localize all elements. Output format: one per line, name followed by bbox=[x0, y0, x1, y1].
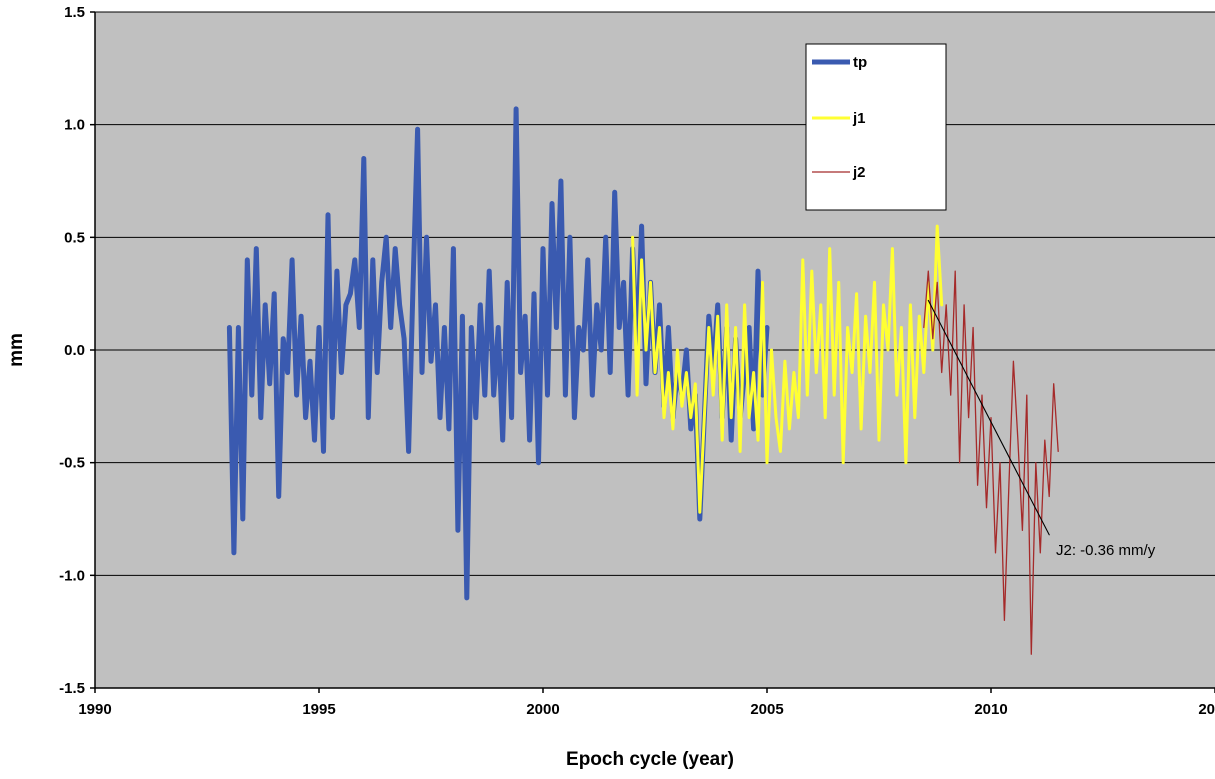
series-line-trend bbox=[927, 299, 1050, 536]
y-tick-label: -0.5 bbox=[59, 455, 85, 472]
series-layer bbox=[226, 106, 1059, 655]
y-axis-title: mm bbox=[6, 333, 27, 367]
legend-label-j2: j2 bbox=[852, 164, 866, 181]
x-tick-label: 1995 bbox=[302, 701, 335, 718]
trend-annotation: J2: -0.36 mm/y bbox=[1056, 542, 1156, 559]
y-tick-label: 0.0 bbox=[64, 342, 85, 359]
tick-labels: -1.5 -1.0 -0.5 0.0 0.5 1.0 1.5 1990 1995 2000 2005… bbox=[59, 4, 1215, 718]
x-tick-label: 2010 bbox=[974, 701, 1007, 718]
y-tick-label: 0.5 bbox=[64, 229, 85, 246]
legend-label-j1: j1 bbox=[852, 110, 866, 127]
legend: tp j1 j2 bbox=[805, 43, 947, 211]
series-line-j2 bbox=[923, 270, 1059, 655]
legend-label-tp: tp bbox=[853, 54, 867, 71]
y-tick-label: 1.5 bbox=[64, 4, 85, 21]
x-tick-label: 2000 bbox=[526, 701, 559, 718]
y-tick-label: -1.5 bbox=[59, 680, 85, 697]
y-tick-label: -1.0 bbox=[59, 567, 85, 584]
legend-box bbox=[805, 43, 947, 211]
x-axis-title: Epoch cycle (year) bbox=[566, 749, 734, 770]
x-tick-label: 2005 bbox=[750, 701, 783, 718]
x-tick-label: 1990 bbox=[78, 701, 111, 718]
x-tick-label: 20 bbox=[1198, 701, 1215, 718]
y-tick-label: 1.0 bbox=[64, 117, 85, 134]
series-line-j1 bbox=[631, 224, 944, 514]
